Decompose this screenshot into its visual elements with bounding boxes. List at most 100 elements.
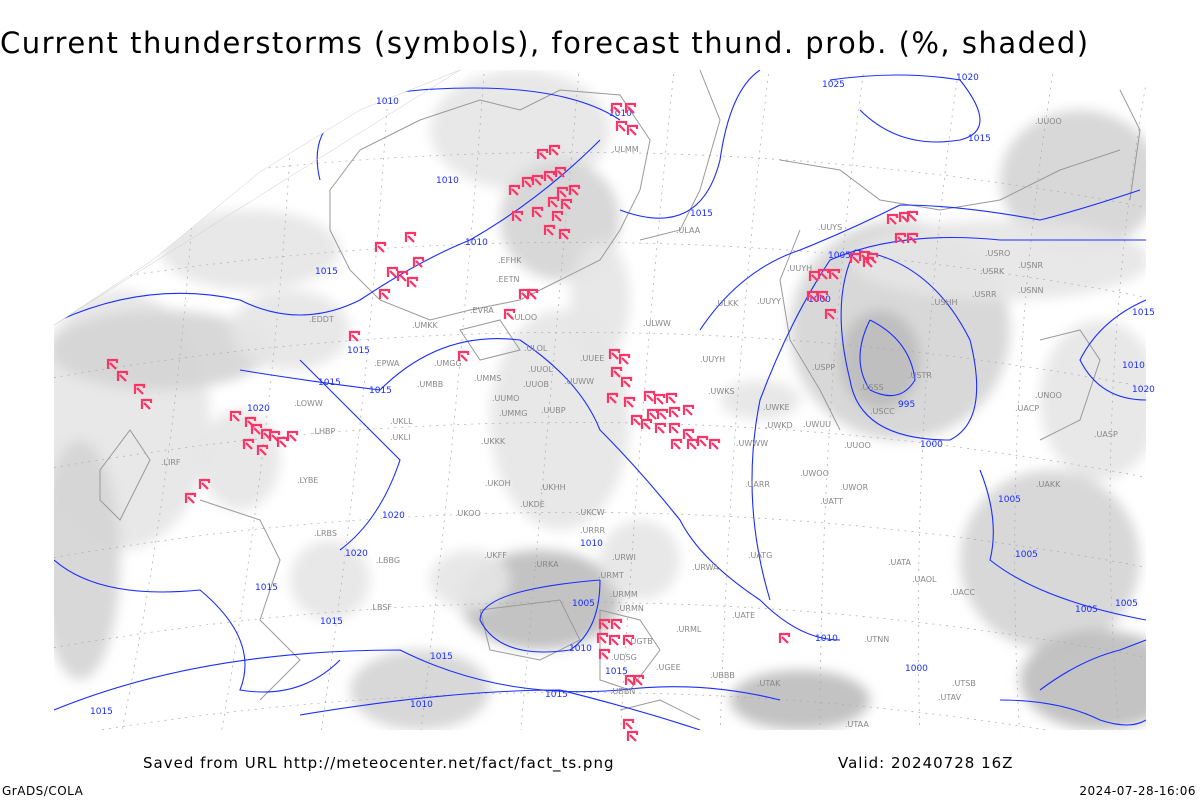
coastlines bbox=[99, 70, 1141, 721]
thunderstorm-symbols bbox=[106, 102, 919, 742]
station-label: .UMGG bbox=[434, 359, 462, 368]
coastline bbox=[779, 229, 841, 431]
thunderstorm-icon bbox=[558, 228, 571, 240]
isobar-label: 1010 bbox=[580, 539, 603, 549]
isobars bbox=[54, 70, 1146, 730]
thunderstorm-icon bbox=[140, 398, 153, 410]
isobar-labels: 1010 1020 1025 1015 1010 1010 1015 1010 1005 1000… bbox=[90, 73, 1155, 717]
station-label: .UUOL bbox=[528, 365, 554, 374]
thunderstorm-icon bbox=[632, 674, 645, 686]
station-label: .UARR bbox=[745, 480, 770, 489]
station-label: .UUBP bbox=[541, 406, 566, 415]
thunderstorm-icon bbox=[626, 730, 639, 742]
thunderstorm-icon bbox=[906, 210, 919, 222]
thunderstorm-icon bbox=[618, 353, 631, 365]
isobar-label: 995 bbox=[898, 400, 915, 410]
station-label: .UASP bbox=[1094, 430, 1118, 439]
station-label: .USPP bbox=[812, 363, 835, 372]
isobar-label: 1005 bbox=[572, 599, 595, 609]
station-label: .UMMS bbox=[474, 374, 501, 383]
station-label: .UTAV bbox=[938, 693, 962, 702]
coastline bbox=[459, 319, 521, 361]
probability-area bbox=[54, 440, 120, 680]
parallel bbox=[54, 692, 1146, 730]
probability-area bbox=[350, 650, 490, 730]
thunderstorm-icon bbox=[598, 618, 611, 630]
thunderstorm-icon bbox=[106, 358, 119, 370]
isobar bbox=[829, 74, 981, 143]
station-label: .UMBB bbox=[417, 380, 443, 389]
probability-area bbox=[430, 70, 610, 190]
isobar-label: 1020 bbox=[1132, 385, 1155, 395]
probability-area bbox=[290, 540, 370, 620]
parallel bbox=[54, 422, 1146, 481]
isobar-label: 1010 bbox=[569, 644, 592, 654]
thunderstorm-icon bbox=[622, 718, 635, 730]
station-label: .LOWW bbox=[294, 399, 323, 408]
coastline bbox=[1039, 329, 1101, 441]
isobar-label: 1015 bbox=[318, 378, 341, 388]
thunderstorm-icon bbox=[670, 438, 683, 450]
isobar bbox=[479, 579, 601, 653]
station-label: .UGEE bbox=[656, 663, 681, 672]
probability-area bbox=[54, 310, 270, 390]
station-label: .UTAA bbox=[845, 720, 869, 729]
thunderstorm-icon bbox=[242, 438, 255, 450]
probability-area bbox=[200, 410, 280, 510]
parallel bbox=[54, 152, 1146, 211]
probability-area bbox=[840, 310, 920, 410]
probability-area bbox=[960, 470, 1140, 650]
station-label: .UUYY bbox=[757, 297, 781, 306]
source-url-text: Saved from URL http://meteocenter.net/fa… bbox=[143, 754, 615, 772]
thunderstorm-icon bbox=[778, 632, 791, 644]
probability-area bbox=[1020, 630, 1146, 730]
thunderstorm-icon bbox=[626, 124, 639, 136]
station-label: .UWKD bbox=[765, 421, 793, 430]
station-label: .UBBB bbox=[710, 671, 735, 680]
probability-area bbox=[230, 290, 350, 370]
station-label: .EPWA bbox=[374, 359, 400, 368]
coastline bbox=[199, 499, 301, 701]
thunderstorm-icon bbox=[623, 396, 636, 408]
station-label: .EVRA bbox=[470, 306, 494, 315]
thunderstorm-icon bbox=[708, 438, 721, 450]
station-label: .EETN bbox=[496, 275, 520, 284]
isobar-label: 1015 bbox=[545, 690, 568, 700]
thunderstorm-icon bbox=[503, 308, 516, 320]
thunderstorm-icon bbox=[543, 224, 556, 236]
coastline bbox=[1119, 89, 1141, 201]
isobar-label: 1010 bbox=[465, 238, 488, 248]
software-credit: GrADS/COLA bbox=[2, 784, 84, 798]
thunderstorm-icon bbox=[610, 366, 623, 378]
isobar-label: 1005 bbox=[828, 251, 851, 261]
station-label: .UAKK bbox=[1036, 480, 1061, 489]
thunderstorm-icon bbox=[596, 632, 609, 644]
thunderstorm-icon bbox=[598, 648, 611, 660]
isobar-label: 1000 bbox=[808, 295, 831, 305]
isobar-label: 1015 bbox=[605, 667, 628, 677]
probability-area bbox=[490, 310, 630, 530]
station-label: .UUWW bbox=[564, 377, 594, 386]
thunderstorm-icon bbox=[624, 102, 637, 114]
thunderstorm-icon bbox=[656, 408, 669, 420]
isobar bbox=[316, 87, 621, 181]
thunderstorm-icon bbox=[256, 444, 269, 456]
station-label: .UUYS bbox=[818, 223, 842, 232]
thunderstorm-icon bbox=[568, 184, 581, 196]
thunderstorm-icon bbox=[608, 634, 621, 646]
isobar-label: 1010 bbox=[436, 176, 459, 186]
thunderstorm-icon bbox=[610, 618, 623, 630]
thunderstorm-icon bbox=[396, 270, 409, 282]
isobar-label: 1005 bbox=[1075, 605, 1098, 615]
station-label: .UWKS bbox=[708, 387, 735, 396]
station-label: .UKDE bbox=[520, 500, 545, 509]
graticule bbox=[54, 70, 1146, 730]
isobar bbox=[699, 189, 1141, 331]
station-label: .ULWW bbox=[643, 319, 671, 328]
thunderstorm-icon bbox=[816, 290, 829, 302]
thunderstorm-icon bbox=[386, 266, 399, 278]
isobar bbox=[859, 319, 916, 397]
station-label: .URKA bbox=[534, 560, 559, 569]
thunderstorm-icon bbox=[198, 478, 211, 490]
isobar-label: 1005 bbox=[1015, 550, 1038, 560]
